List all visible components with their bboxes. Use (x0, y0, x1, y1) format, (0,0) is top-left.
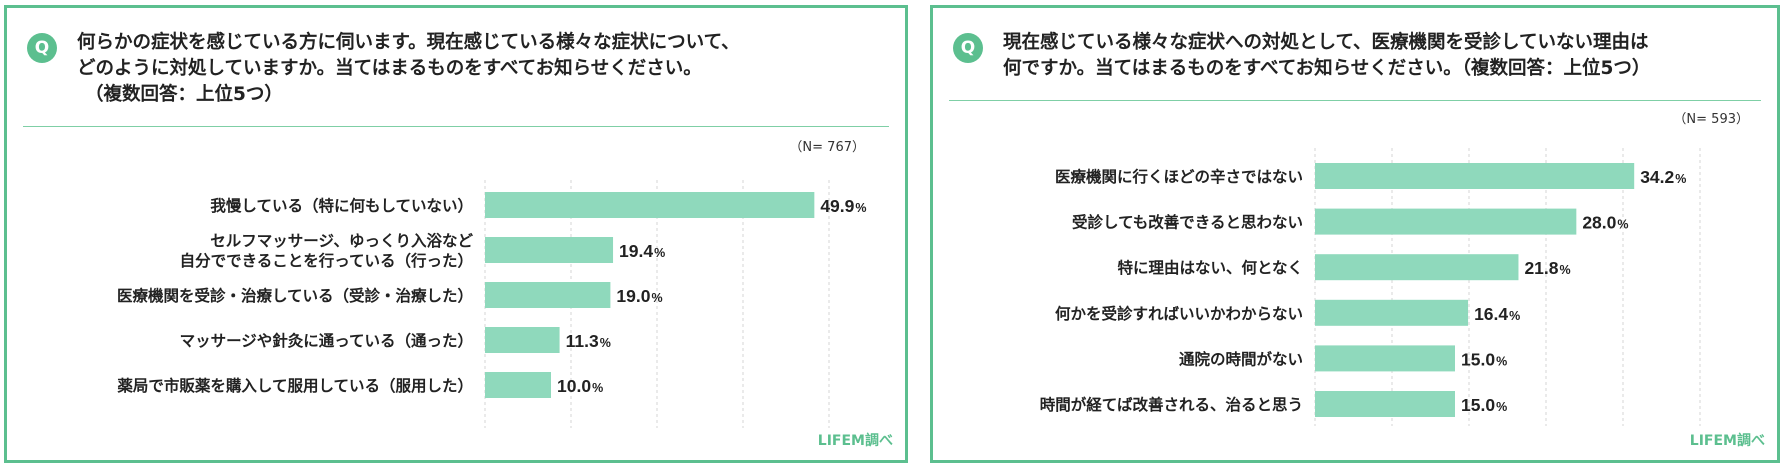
bar (485, 327, 560, 353)
data-label-unit: % (1560, 263, 1571, 277)
bar (1315, 163, 1635, 189)
data-label: 15.0% (1461, 349, 1507, 369)
category-label: 特に理由はない、何となく (1117, 258, 1303, 277)
bar (485, 282, 611, 308)
data-label-unit: % (654, 246, 665, 260)
category-label: 薬局で市販薬を購入して服用している（服用した） (116, 376, 473, 395)
data-label-unit: % (592, 381, 603, 395)
category-label: 時間が経てば改善される、治ると思う (1040, 395, 1303, 414)
sample-size-label: （N= 767） (789, 140, 865, 155)
divider (23, 126, 889, 127)
category-label: マッサージや針灸に通っている（通った） (180, 331, 473, 350)
category-label: 自分でできることを行っている（行った） (180, 251, 473, 270)
category-label: 医療機関を受診・治療している（受診・治療した） (117, 286, 473, 305)
bar (1315, 208, 1577, 235)
category-label: 受診しても改善できると思わない (1072, 213, 1303, 232)
data-label: 34.2% (1640, 167, 1686, 187)
question-badge: Q (953, 33, 983, 63)
data-label-unit: % (855, 201, 866, 215)
data-label-unit: % (600, 336, 611, 350)
bar (1315, 345, 1455, 372)
data-label-unit: % (1617, 218, 1628, 232)
data-label-unit: % (1496, 400, 1507, 414)
bar (485, 192, 815, 218)
data-label: 11.3% (566, 331, 611, 351)
data-label-unit: % (1496, 354, 1507, 368)
bar (1315, 391, 1455, 417)
category-label: セルフマッサージ、ゆっくり入浴など (210, 231, 473, 250)
bar (485, 372, 551, 398)
question-line: どのように対処していますか。当てはまるものをすべてお知らせください。 (77, 58, 702, 79)
data-label: 10.0% (557, 376, 603, 396)
data-label: 49.9% (820, 196, 866, 216)
data-label: 15.0% (1461, 395, 1507, 415)
data-label: 16.4% (1474, 304, 1520, 324)
sample-size-label: （N= 593） (1673, 112, 1749, 127)
question-badge: Q (27, 33, 57, 63)
category-label: 我慢している（特に何もしていない） (210, 196, 473, 215)
question-line: 何らかの症状を感じている方に伺います。現在感じている様々な症状について、 (77, 32, 740, 53)
category-label: 通院の時間がない (1179, 349, 1303, 368)
category-label: 何かを受診すればいいかわからない (1055, 304, 1303, 323)
question-text: 何らかの症状を感じている方に伺います。現在感じている様々な症状について、 どのよ… (77, 30, 740, 108)
chart-panel-right: Q 現在感じている様々な症状への対処として、医療機関を受診していない理由は 何で… (930, 5, 1780, 463)
category-label: 医療機関に行くほどの辛さではない (1055, 167, 1303, 186)
question-line: 現在感じている様々な症状への対処として、医療機関を受診していない理由は (1003, 32, 1649, 53)
bar (485, 237, 614, 263)
data-label-unit: % (1509, 309, 1520, 323)
bar (1315, 299, 1469, 326)
data-label-unit: % (1675, 172, 1686, 186)
source-credit: LIFEM調べ (817, 433, 893, 449)
chart-panel-left: Q 何らかの症状を感じている方に伺います。現在感じている様々な症状について、 ど… (4, 5, 908, 463)
data-label-unit: % (651, 291, 662, 305)
source-credit: LIFEM調べ (1689, 433, 1765, 449)
question-line: 何ですか。当てはまるものをすべてお知らせください。（複数回答：上位5つ） (1003, 58, 1651, 79)
data-label: 21.8% (1524, 258, 1570, 278)
bar-chart-left: 我慢している（特に何もしていない） 49.9% セルフマッサージ、ゆっくり入浴など自… (116, 180, 867, 428)
bar (1315, 254, 1519, 281)
data-label: 28.0% (1582, 213, 1628, 233)
data-label: 19.4% (619, 241, 665, 261)
divider (949, 100, 1761, 101)
bar-chart-right: 医療機関に行くほどの辛さではない 34.2% 受診しても改善できると思わない 28.0… (1040, 148, 1701, 426)
data-label: 19.0% (616, 286, 662, 306)
question-text: 現在感じている様々な症状への対処として、医療機関を受診していない理由は 何ですか… (1003, 30, 1650, 82)
question-line: （複数回答：上位5つ） (85, 84, 283, 105)
